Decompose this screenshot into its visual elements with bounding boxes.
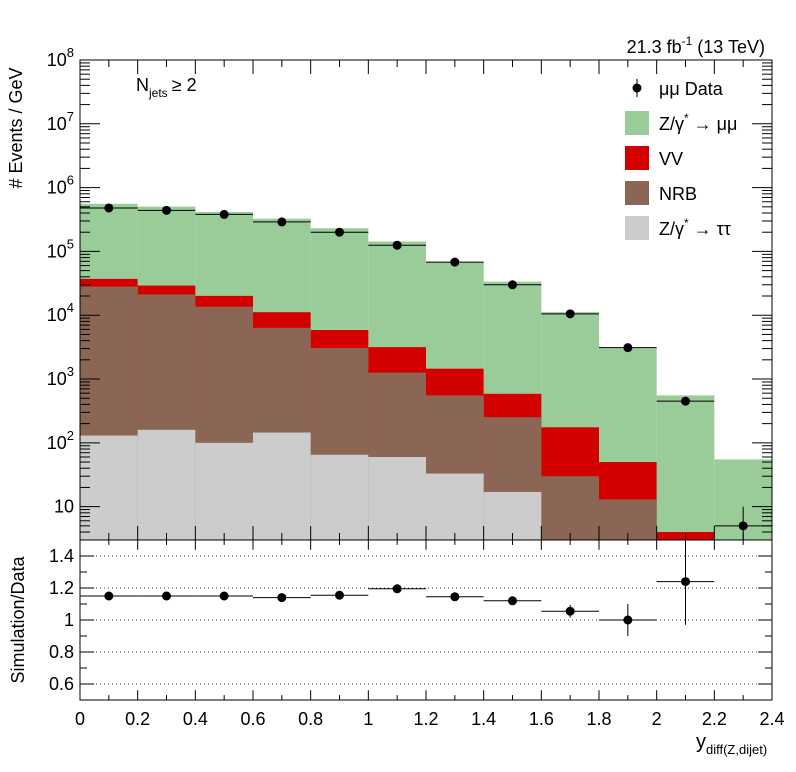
data-point-11 bbox=[738, 521, 748, 531]
x-tick-label: 0.6 bbox=[240, 709, 265, 729]
ratio-point-5 bbox=[392, 584, 402, 594]
data-point-8 bbox=[565, 309, 575, 319]
y-axis-title: # Events / GeV bbox=[6, 67, 26, 188]
ratio-y-tick-label: 0.8 bbox=[49, 642, 74, 662]
y-tick-label: 104 bbox=[47, 300, 74, 325]
x-tick-label: 1.2 bbox=[413, 709, 438, 729]
data-point-6 bbox=[450, 257, 460, 267]
ratio-point-6 bbox=[450, 592, 460, 602]
x-tick-label: 1 bbox=[363, 709, 373, 729]
x-tick-label: 1.4 bbox=[471, 709, 496, 729]
y-tick-label: 108 bbox=[47, 45, 74, 70]
x-tick-label: 0 bbox=[75, 709, 85, 729]
bar-nrb-8 bbox=[541, 476, 599, 540]
x-axis-title: ydiff(Z,dijet) bbox=[696, 731, 767, 757]
y-tick-label: 106 bbox=[47, 173, 74, 198]
ratio-points bbox=[80, 540, 715, 636]
data-point-9 bbox=[623, 343, 633, 353]
y-tick-label: 105 bbox=[47, 236, 74, 261]
ratio-y-tick-label: 0.6 bbox=[49, 674, 74, 694]
data-point-4 bbox=[335, 227, 344, 237]
data-point-2 bbox=[219, 209, 229, 219]
ratio-y-tick-label: 1 bbox=[64, 610, 74, 630]
ratio-gridlines bbox=[80, 555, 772, 685]
bar-z--7 bbox=[483, 491, 542, 540]
legend-label: NRB bbox=[659, 184, 697, 204]
main-panel: 108 107 106 105 104 103 102 10 bbox=[47, 45, 773, 541]
ratio-point-2 bbox=[219, 591, 229, 601]
legend-data-marker bbox=[632, 83, 642, 93]
legend-label: μμ Data bbox=[659, 79, 724, 99]
y-tick-label: 103 bbox=[47, 364, 74, 389]
stacked-histograms bbox=[80, 203, 772, 541]
data-point-1 bbox=[162, 205, 171, 215]
data-point-0 bbox=[104, 203, 114, 213]
data-point-3 bbox=[277, 217, 287, 227]
main-y-ticks: 108 107 106 105 104 103 102 10 bbox=[47, 45, 772, 541]
y-tick-label: 10 bbox=[54, 497, 74, 517]
data-point-5 bbox=[392, 240, 402, 250]
ratio-y-tick-label: 1.4 bbox=[49, 546, 74, 566]
legend-label: VV bbox=[659, 149, 683, 169]
ratio-y-ticks: 0.6 0.8 1 1.2 1.4 bbox=[49, 539, 772, 701]
data-point-10 bbox=[681, 396, 690, 406]
bar-z--6 bbox=[426, 473, 484, 540]
ratio-x-ticks: 0 0.2 0.4 0.6 0.8 1 1.2 1.4 1.6 1.8 2 2.2 2.4 bbox=[75, 540, 785, 729]
legend-swatch bbox=[625, 111, 649, 135]
x-tick-label: 0.8 bbox=[298, 709, 323, 729]
bar-z--3 bbox=[253, 432, 311, 540]
main-x-ticks bbox=[79, 60, 773, 540]
x-tick-label: 1.6 bbox=[529, 709, 554, 729]
bar-z--2 bbox=[195, 442, 253, 540]
x-tick-label: 0.2 bbox=[125, 709, 150, 729]
y-tick-label: 107 bbox=[47, 109, 74, 134]
legend-label: Z/γ* → μμ bbox=[659, 111, 737, 134]
legend-label: Z/γ* → ττ bbox=[659, 216, 731, 239]
ratio-point-4 bbox=[335, 590, 344, 600]
x-tick-label: 1.8 bbox=[586, 709, 611, 729]
x-tick-label: 2.2 bbox=[702, 709, 727, 729]
data-point-7 bbox=[508, 280, 517, 290]
ratio-y-axis-title: Simulation/Data bbox=[8, 555, 28, 683]
bar-z--5 bbox=[368, 456, 426, 540]
bar-z--10 bbox=[656, 395, 715, 540]
njets-label: Njets ≥ 2 bbox=[136, 75, 197, 100]
y-tick-label: 102 bbox=[47, 428, 74, 453]
ratio-point-1 bbox=[162, 591, 171, 601]
bar-z--1 bbox=[137, 429, 196, 540]
ratio-point-7 bbox=[508, 596, 517, 606]
x-tick-label: 2 bbox=[652, 709, 662, 729]
ratio-point-9 bbox=[623, 615, 633, 625]
legend: μμ Data Z/γ* → μμ VV NRB Z/γ* → ττ bbox=[625, 79, 737, 240]
ratio-point-10 bbox=[681, 577, 690, 587]
legend-swatch bbox=[625, 146, 649, 170]
ratio-panel: 0.6 0.8 1 1.2 1.4 0 0.2 0.4 0.6 0.8 1 1.2 1.4 1.6 1.8… bbox=[49, 539, 785, 729]
ratio-point-0 bbox=[104, 591, 114, 601]
bar-z--4 bbox=[310, 454, 369, 540]
ratio-point-8 bbox=[565, 606, 575, 616]
data-points bbox=[80, 203, 772, 540]
legend-swatch bbox=[625, 216, 649, 240]
ratio-point-3 bbox=[277, 593, 287, 603]
x-tick-label: 0.4 bbox=[183, 709, 208, 729]
x-tick-label: 2.4 bbox=[759, 709, 784, 729]
legend-swatch bbox=[625, 181, 649, 205]
ratio-y-tick-label: 1.2 bbox=[49, 578, 74, 598]
lumi-label: 21.3 fb-1 (13 TeV) bbox=[627, 34, 765, 57]
